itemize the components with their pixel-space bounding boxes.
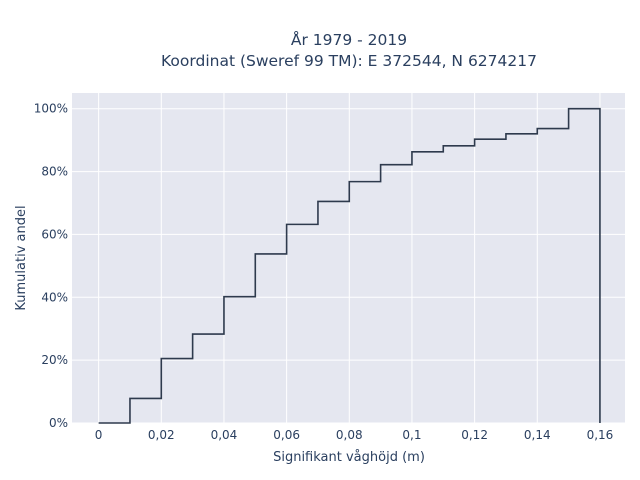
plot-area	[72, 93, 625, 423]
chart-title: År 1979 - 2019	[291, 30, 407, 49]
cumulative-step-line	[98, 107, 601, 424]
x-tick-label: 0,04	[211, 428, 238, 442]
x-tick-label: 0,12	[461, 428, 488, 442]
y-axis-title: Kumulativ andel	[14, 205, 29, 310]
x-tick-label: 0,08	[336, 428, 363, 442]
x-tick-label: 0	[95, 428, 103, 442]
x-axis-title: Signifikant våghöjd (m)	[273, 450, 425, 465]
y-tick-label: 20%	[41, 353, 68, 367]
y-tick-label: 0%	[49, 416, 68, 430]
x-tick-label: 0,16	[587, 428, 614, 442]
x-tick-label: 0,14	[524, 428, 551, 442]
y-axis-ticks: 0% 20% 40% 60% 80% 100%	[34, 102, 68, 430]
y-tick-label: 40%	[41, 290, 68, 304]
y-tick-label: 60%	[41, 227, 68, 241]
chart-subtitle: Koordinat (Sweref 99 TM): E 372544, N 62…	[161, 52, 537, 70]
y-tick-label: 100%	[34, 102, 68, 116]
x-axis-ticks: 0 0,02 0,04 0,06 0,08 0,1 0,12 0,14 0,16	[95, 428, 613, 442]
x-tick-label: 0,1	[402, 428, 421, 442]
y-tick-label: 80%	[41, 165, 68, 179]
x-tick-label: 0,02	[148, 428, 175, 442]
x-tick-label: 0,06	[273, 428, 300, 442]
